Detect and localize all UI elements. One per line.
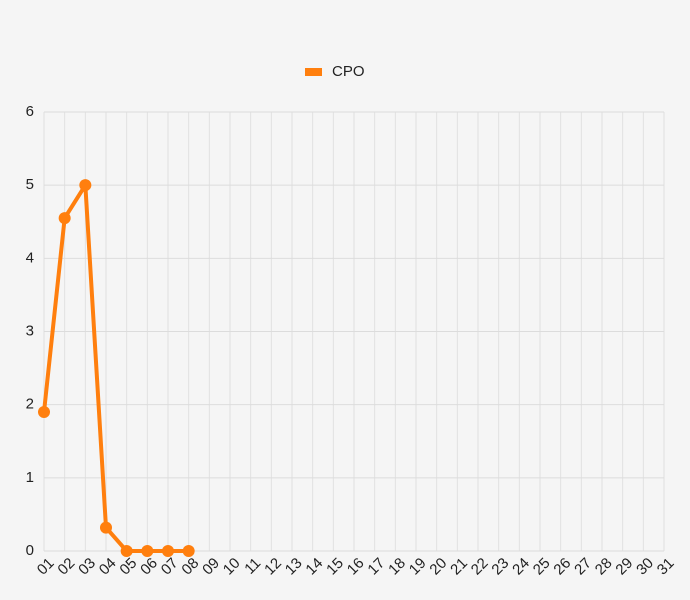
point	[100, 521, 112, 534]
y-tick-label: 3	[26, 322, 34, 339]
y-tick-label: 6	[26, 103, 34, 120]
point	[141, 545, 154, 557]
point	[182, 545, 195, 557]
y-tick-label: 0	[26, 542, 34, 559]
point	[120, 545, 133, 557]
point	[79, 179, 92, 192]
y-tick-label: 1	[26, 469, 34, 486]
legend-label: CPO	[332, 63, 365, 80]
y-tick-label: 2	[26, 396, 34, 413]
point	[162, 545, 174, 557]
point	[38, 405, 50, 418]
point	[58, 212, 71, 225]
legend-swatch	[305, 68, 322, 76]
y-tick-label: 4	[26, 249, 34, 266]
y-tick-label: 5	[26, 176, 34, 193]
